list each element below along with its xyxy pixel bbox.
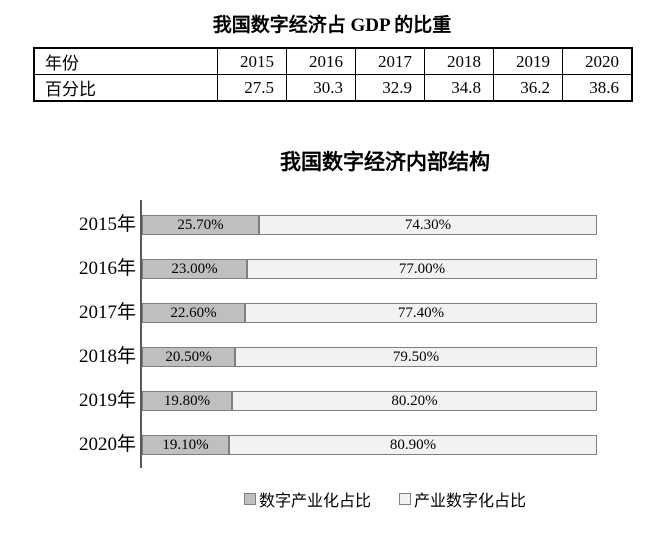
legend-item-industry-digitalization: 产业数字化占比 bbox=[399, 487, 526, 511]
bar-chart-plot: 2015年 25.70% 74.30% 2016年 23.00% 77.00% 2017年 2… bbox=[0, 193, 664, 478]
table-row-years: 年份 2015 2016 2017 2018 2019 2020 bbox=[33, 47, 633, 75]
bar-segment-industry-digitalization: 74.30% bbox=[259, 215, 597, 235]
bar-category-label: 2018年 bbox=[78, 346, 136, 367]
bar-segment-industry-digitalization: 77.40% bbox=[245, 303, 597, 323]
bar-segment-digital-industrialization: 22.60% bbox=[142, 303, 245, 323]
table-cell-year: 2015 bbox=[217, 47, 287, 75]
legend-swatch-dark-icon bbox=[243, 493, 256, 505]
table-cell-year: 2018 bbox=[424, 47, 494, 75]
table-cell-value: 27.5 bbox=[217, 74, 287, 102]
legend-swatch-light-icon bbox=[399, 493, 411, 505]
table-cell-value: 32.9 bbox=[355, 74, 425, 102]
bar-segment-digital-industrialization: 19.10% bbox=[142, 435, 229, 455]
bar-segment-industry-digitalization: 80.20% bbox=[232, 391, 597, 411]
bar-category-label: 2019年 bbox=[78, 390, 136, 411]
legend-label: 数字产业化占比 bbox=[258, 493, 371, 510]
bar-segment-digital-industrialization: 19.80% bbox=[142, 391, 232, 411]
bar-segment-industry-digitalization: 79.50% bbox=[235, 347, 597, 367]
legend-item-digital-industrialization: 数字产业化占比 bbox=[243, 487, 371, 511]
legend-label: 产业数字化占比 bbox=[414, 493, 527, 510]
bar-category-label: 2016年 bbox=[78, 258, 136, 279]
bar-segment-digital-industrialization: 23.00% bbox=[142, 259, 247, 279]
gdp-table: 年份 2015 2016 2017 2018 2019 2020 百分比 27.… bbox=[33, 47, 633, 102]
bar-category-label: 2015年 bbox=[78, 214, 136, 235]
table-cell-value: 30.3 bbox=[286, 74, 356, 102]
bar-segment-digital-industrialization: 25.70% bbox=[142, 215, 259, 235]
table-cell-year: 2019 bbox=[493, 47, 563, 75]
table-cell-value: 38.6 bbox=[562, 74, 633, 102]
table-cell-year: 2016 bbox=[286, 47, 356, 75]
table-cell-row-label: 百分比 bbox=[33, 74, 218, 102]
bar-chart-title: 我国数字经济内部结构 bbox=[280, 150, 490, 174]
table-cell-value: 34.8 bbox=[424, 74, 494, 102]
table-cell-year: 2017 bbox=[355, 47, 425, 75]
table-cell-year: 2020 bbox=[562, 47, 633, 75]
category-axis-line bbox=[140, 200, 142, 468]
bar-segment-digital-industrialization: 20.50% bbox=[142, 347, 235, 367]
table-cell-value: 36.2 bbox=[493, 74, 563, 102]
bar-category-label: 2020年 bbox=[78, 434, 136, 455]
gdp-table-title: 我国数字经济占 GDP 的比重 bbox=[212, 15, 452, 36]
chart-legend: 数字产业化占比 产业数字化占比 bbox=[140, 488, 630, 510]
table-row-percentages: 百分比 27.5 30.3 32.9 34.8 36.2 38.6 bbox=[33, 74, 633, 102]
bar-category-label: 2017年 bbox=[78, 302, 136, 323]
bar-segment-industry-digitalization: 77.00% bbox=[247, 259, 597, 279]
bar-segment-industry-digitalization: 80.90% bbox=[229, 435, 597, 455]
table-cell-row-label: 年份 bbox=[33, 47, 218, 75]
